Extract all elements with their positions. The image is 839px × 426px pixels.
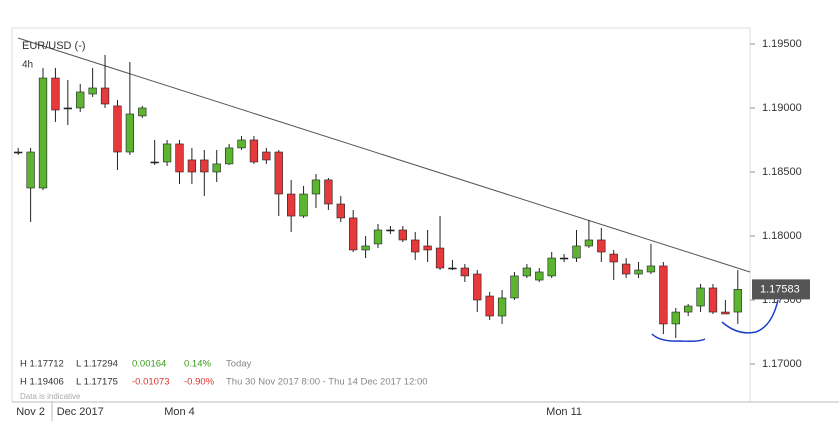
candle-body bbox=[572, 245, 581, 259]
last-price-badge bbox=[752, 279, 810, 300]
annotation-curve bbox=[651, 333, 706, 342]
candle-body bbox=[609, 253, 618, 263]
plot-frame bbox=[11, 27, 751, 403]
x-tick-label: Dec 2017 bbox=[57, 406, 104, 418]
candle-body bbox=[671, 311, 680, 325]
candle-body bbox=[423, 245, 432, 251]
candle-body bbox=[634, 269, 643, 275]
candle-body bbox=[299, 193, 308, 217]
candle-body bbox=[224, 147, 234, 165]
info-percent: -0.90% bbox=[184, 377, 215, 388]
last-price-label: 1.17583 bbox=[760, 283, 800, 295]
candle-body bbox=[473, 273, 482, 301]
candle-body bbox=[733, 289, 742, 313]
candle-body bbox=[14, 151, 23, 154]
candle-body bbox=[212, 163, 221, 173]
candle-body bbox=[597, 239, 606, 253]
info-low: L 1.17175 bbox=[76, 377, 118, 388]
info-percent: 0.14% bbox=[184, 359, 211, 370]
candle-body bbox=[373, 229, 383, 245]
candle-body bbox=[497, 297, 507, 317]
info-change: 0.00164 bbox=[132, 359, 166, 370]
info-label: Today bbox=[226, 359, 252, 370]
candle-body bbox=[559, 257, 569, 260]
interval: 4h bbox=[22, 60, 33, 71]
candle-body bbox=[708, 287, 718, 313]
trend-line bbox=[17, 37, 751, 273]
candle-body bbox=[621, 263, 631, 275]
x-tick-label: Mon 11 bbox=[546, 406, 582, 418]
candle-body bbox=[138, 107, 147, 117]
y-tick-label: 1.18500 bbox=[762, 166, 802, 178]
y-tick-label: 1.18000 bbox=[762, 230, 802, 242]
candle-body bbox=[51, 77, 60, 111]
candle-body bbox=[522, 267, 532, 277]
y-tick-label: 1.17000 bbox=[762, 358, 802, 370]
candle-body bbox=[448, 267, 457, 270]
candle-body bbox=[311, 179, 321, 195]
candle-body bbox=[38, 77, 48, 189]
candle-body bbox=[510, 275, 519, 299]
info-high: H 1.19406 bbox=[20, 377, 64, 388]
annotation-curve bbox=[721, 299, 779, 334]
candle-body bbox=[547, 257, 556, 277]
candle-body bbox=[113, 105, 122, 153]
candle-body bbox=[187, 159, 197, 173]
candle-body bbox=[398, 229, 407, 241]
candle-body bbox=[162, 143, 172, 163]
candle-body bbox=[721, 311, 730, 315]
candle-body bbox=[249, 139, 259, 163]
info-rows: H 1.17712 L 1.17294 0.00164 0.14% Today … bbox=[20, 359, 428, 402]
candle-body bbox=[63, 107, 72, 110]
candle-body bbox=[696, 287, 705, 307]
info-panel bbox=[14, 354, 454, 401]
info-change: -0.01073 bbox=[132, 377, 170, 388]
candle-body bbox=[100, 87, 110, 105]
candle-body bbox=[88, 87, 97, 95]
candle-body bbox=[175, 143, 184, 173]
candle-body bbox=[287, 193, 296, 217]
candle-body bbox=[460, 267, 469, 277]
candle-body bbox=[659, 265, 668, 325]
candle-body bbox=[386, 229, 395, 232]
candle-body bbox=[485, 295, 494, 317]
candle-body bbox=[435, 247, 445, 269]
candle-body bbox=[76, 91, 85, 109]
y-tick-label: 1.19000 bbox=[762, 102, 802, 114]
candle-body bbox=[411, 239, 420, 253]
candle-body bbox=[535, 271, 544, 281]
x-tick-label: Mon 4 bbox=[164, 406, 195, 418]
instrument-title: EUR/USD (-) bbox=[22, 40, 86, 52]
candle-body bbox=[26, 151, 35, 189]
candle-body bbox=[361, 245, 370, 251]
info-note: Data is indicative bbox=[20, 392, 81, 401]
candles bbox=[14, 54, 742, 339]
candle-body bbox=[150, 161, 159, 164]
candle-body bbox=[274, 151, 283, 195]
candle-body bbox=[349, 217, 358, 251]
candle-body bbox=[646, 265, 656, 273]
y-tick-label: 1.19500 bbox=[762, 38, 802, 50]
candle-body bbox=[200, 159, 209, 173]
candle-body bbox=[262, 151, 271, 161]
candle-body bbox=[125, 113, 135, 153]
candle-body bbox=[324, 179, 333, 205]
info-label: Thu 30 Nov 2017 8:00 - Thu 14 Dec 2017 1… bbox=[226, 377, 428, 388]
info-low: L 1.17294 bbox=[76, 359, 118, 370]
x-tick-label: Nov 2 bbox=[16, 406, 45, 418]
candle-body bbox=[237, 139, 246, 149]
info-high: H 1.17712 bbox=[20, 359, 64, 370]
candle-body bbox=[584, 239, 594, 247]
candle-body bbox=[684, 305, 693, 313]
candle-body bbox=[336, 203, 345, 219]
